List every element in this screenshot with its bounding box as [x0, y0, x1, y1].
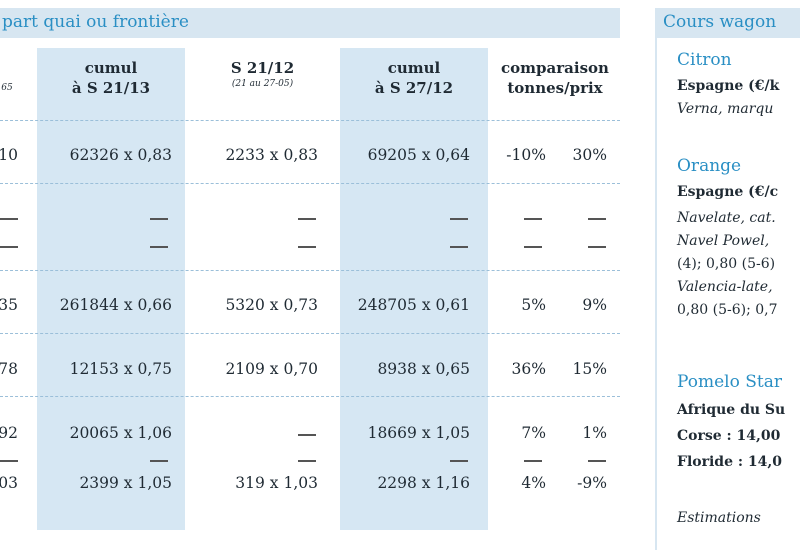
row-divider	[0, 396, 620, 397]
table-cell-dash: —	[450, 246, 468, 248]
table-cell: 319 x 1,03	[235, 474, 318, 492]
table-cell-dash: —	[298, 460, 316, 462]
column-header-1: cumul à S 21/13	[71, 59, 151, 97]
table-cell: 62326 x 0,83	[69, 146, 172, 164]
panel-line: Floride : 14,0	[677, 454, 782, 470]
table-cell: -10%	[506, 146, 546, 164]
table-cell: 36%	[511, 360, 546, 378]
panel-header-bar: Cours wagon	[655, 8, 800, 38]
table-cell-dash: —	[150, 218, 168, 220]
table-cell: 8938 x 0,65	[377, 360, 470, 378]
table-cell-dash: —	[298, 218, 316, 220]
table-cell-dash: —	[298, 434, 316, 436]
table-cell: 7%	[521, 424, 546, 442]
table-title: part quai ou frontière	[2, 12, 189, 32]
table-cell-dash: —	[588, 246, 606, 248]
table-cell-dash: —	[0, 460, 18, 462]
table-cell-dash: —	[298, 246, 316, 248]
table-cell-dash: —	[150, 246, 168, 248]
table-cell-dash: —	[150, 460, 168, 462]
panel-line: Afrique du Su	[677, 402, 786, 418]
column-header-3: cumul à S 27/12	[374, 59, 454, 97]
column-header-0: 65	[1, 83, 13, 93]
panel-line: Pomelo Star	[677, 372, 782, 392]
panel-line: 0,80 (5-6); 0,7	[677, 302, 778, 318]
table-cell-dash: —	[588, 218, 606, 220]
panel-line: Verna, marqu	[677, 101, 774, 117]
row-divider	[0, 270, 620, 271]
table-cell: 69205 x 0,64	[367, 146, 470, 164]
row-divider	[0, 333, 620, 334]
table-cell: 2298 x 1,16	[377, 474, 470, 492]
panel-line: Navel Powel,	[677, 233, 770, 249]
row-divider	[0, 120, 620, 121]
table-cell: 4%	[521, 474, 546, 492]
table-cell: 1%	[582, 424, 607, 442]
table-cell-dash: —	[0, 246, 18, 248]
table-cell-dash: —	[450, 218, 468, 220]
table-cell: 2109 x 0,70	[225, 360, 318, 378]
shaded-column-cumul-1	[37, 48, 185, 530]
table-cell-dash: —	[450, 460, 468, 462]
table-cell: 20065 x 1,06	[69, 424, 172, 442]
table-cell: -9%	[577, 474, 607, 492]
table-cell: 9%	[582, 296, 607, 314]
column-header-4: comparaison tonnes/prix	[501, 59, 609, 97]
table-cell: 5320 x 0,73	[225, 296, 318, 314]
panel-line: (4); 0,80 (5-6)	[677, 256, 776, 272]
table-cell: 35	[0, 296, 18, 314]
column-header-2: S 21/12 (21 au 27-05)	[230, 59, 295, 89]
shaded-column-cumul-2	[340, 48, 488, 530]
table-cell: 03	[0, 474, 18, 492]
table-cell: 261844 x 0,66	[59, 296, 172, 314]
table-cell: 5%	[521, 296, 546, 314]
table-cell-dash: —	[524, 460, 542, 462]
table-cell: 10	[0, 146, 18, 164]
table-cell-dash: —	[524, 246, 542, 248]
table-cell: 2233 x 0,83	[225, 146, 318, 164]
row-divider	[0, 183, 620, 184]
panel-border	[655, 38, 657, 550]
table-cell-dash: —	[524, 218, 542, 220]
table-header-bar: part quai ou frontière	[0, 8, 620, 38]
panel-line: Estimations	[677, 510, 761, 526]
table-cell: 18669 x 1,05	[367, 424, 470, 442]
panel-title: Cours wagon	[663, 12, 777, 32]
panel-line: Valencia-late,	[677, 279, 773, 295]
panel-line: Orange	[677, 156, 742, 176]
panel-line: Espagne (€/k	[677, 78, 780, 94]
table-cell-dash: —	[0, 218, 18, 220]
panel-line: Corse : 14,00	[677, 428, 781, 444]
table-cell: 30%	[572, 146, 607, 164]
panel-line: Espagne (€/c	[677, 184, 779, 200]
table-cell: 15%	[572, 360, 607, 378]
table-cell: 78	[0, 360, 18, 378]
panel-line: Citron	[677, 50, 732, 70]
table-cell: 92	[0, 424, 18, 442]
table-cell: 248705 x 0,61	[357, 296, 470, 314]
table-cell-dash: —	[588, 460, 606, 462]
table-cell: 2399 x 1,05	[79, 474, 172, 492]
panel-line: Navelate, cat.	[677, 210, 776, 226]
table-cell: 12153 x 0,75	[69, 360, 172, 378]
